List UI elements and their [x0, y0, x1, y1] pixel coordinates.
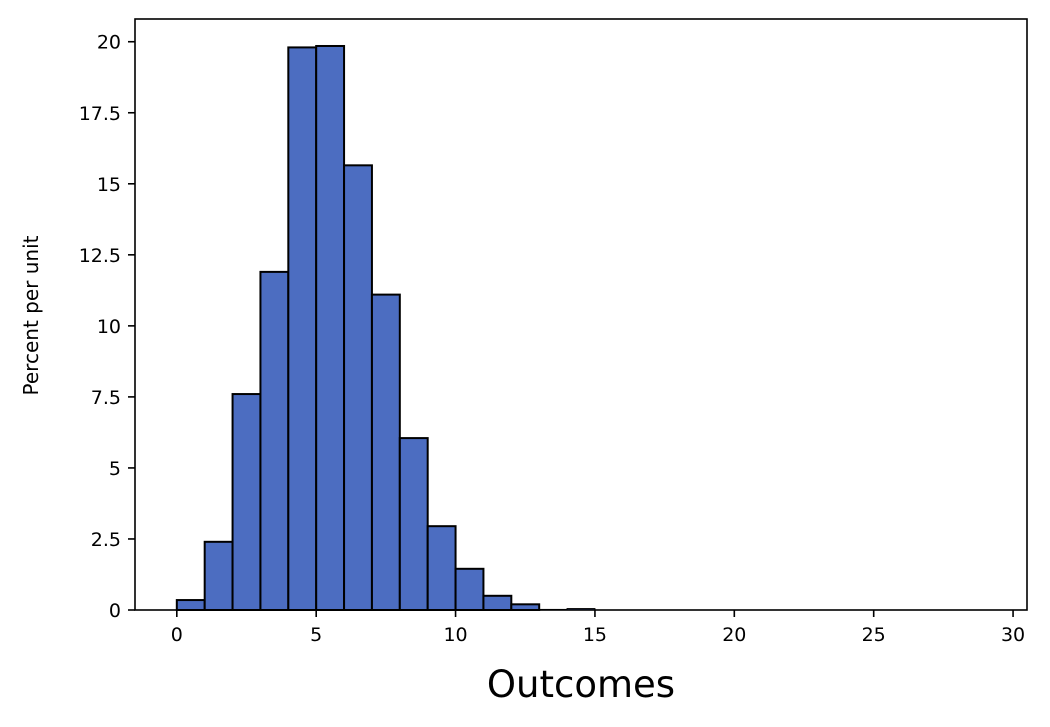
histogram-bar [343, 164, 373, 612]
histogram-bar [175, 599, 206, 612]
y-tick-label: 0 [109, 600, 121, 622]
y-tick-label: 12.5 [79, 245, 121, 267]
histogram-bar [426, 525, 457, 612]
y-axis-label: Percent per unit [19, 235, 43, 395]
y-tick-label: 17.5 [79, 103, 121, 125]
bars [175, 44, 596, 612]
x-tick-label: 0 [171, 624, 183, 646]
y-tick-label: 2.5 [91, 529, 121, 551]
histogram-bar [259, 270, 290, 611]
x-tick-label: 5 [310, 624, 322, 646]
histogram-bar [231, 393, 262, 611]
histogram-bar [510, 603, 541, 612]
histogram-bar [454, 567, 485, 611]
y-tick-label: 7.5 [91, 387, 121, 409]
x-tick-label: 25 [862, 624, 886, 646]
histogram-bar [203, 540, 234, 611]
x-tick-label: 15 [583, 624, 607, 646]
x-axis-label: Outcomes [487, 663, 675, 706]
x-axis-ticks: 0 5 10 15 20 25 30 [171, 610, 1025, 646]
y-axis-ticks: 0 2.5 5 7.5 10 12.5 15 17.5 20 [79, 32, 135, 622]
y-tick-label: 10 [97, 316, 121, 338]
y-tick-label: 5 [109, 458, 121, 480]
histogram-bar [482, 594, 513, 612]
histogram-bar [398, 437, 429, 612]
x-tick-label: 20 [722, 624, 746, 646]
axes-frame [134, 18, 1028, 611]
histogram-bar [315, 44, 346, 611]
x-tick-label: 30 [1001, 624, 1025, 646]
histogram-bar [287, 46, 318, 612]
histogram-bar [370, 293, 401, 611]
x-tick-label: 10 [443, 624, 467, 646]
y-tick-label: 15 [97, 174, 121, 196]
y-tick-label: 20 [97, 32, 121, 54]
